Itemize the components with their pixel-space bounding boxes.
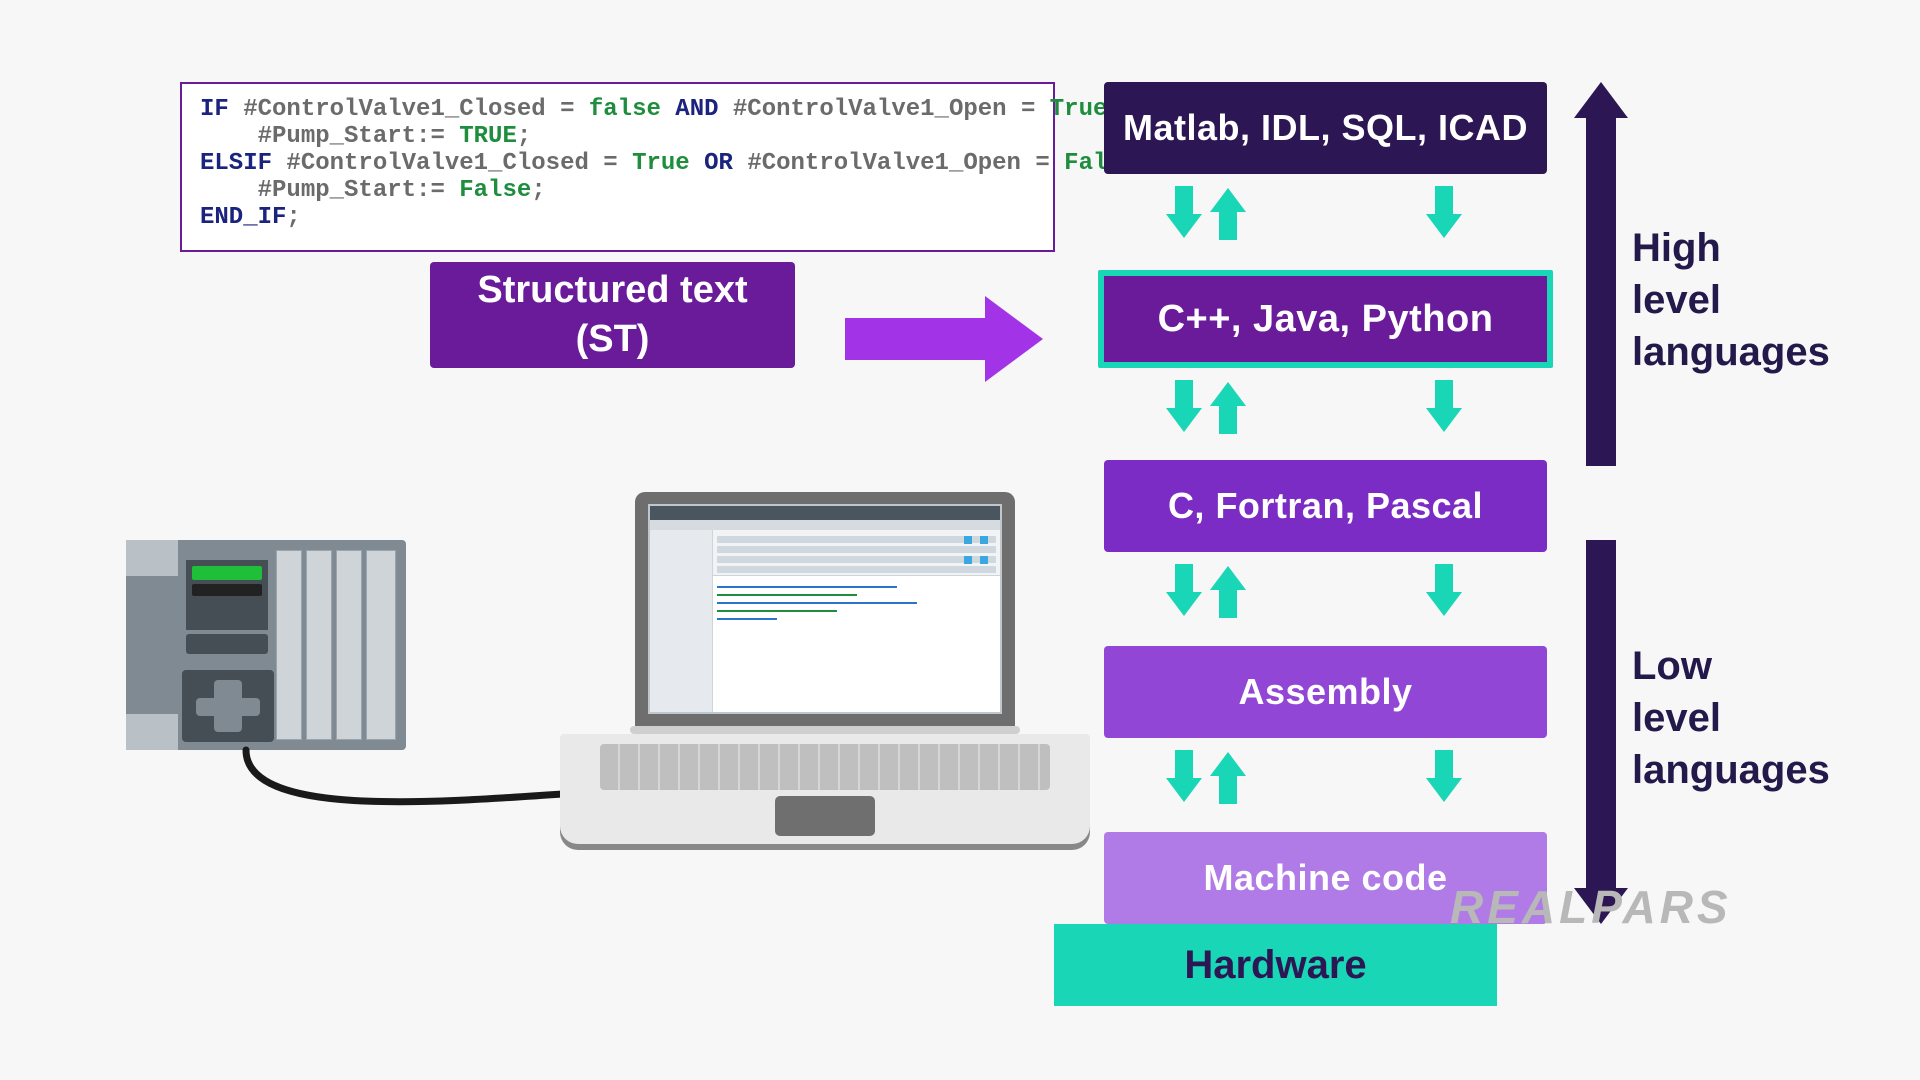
level-arrows-pair	[1166, 186, 1246, 240]
low-level-bracket	[1586, 512, 1616, 924]
plc-device-illustration	[126, 540, 406, 750]
low-level-label: Low level languages	[1632, 640, 1830, 796]
level-arrow-down	[1426, 750, 1462, 804]
high-level-bracket	[1586, 82, 1616, 494]
level-arrows-pair	[1166, 564, 1246, 618]
laptop-illustration	[560, 492, 1090, 852]
level-l2: C, Fortran, Pascal	[1104, 460, 1547, 552]
st-to-levels-arrow	[845, 296, 1043, 382]
st-line1: Structured text	[477, 266, 747, 315]
hardware-box: Hardware	[1054, 924, 1497, 1006]
st-line2: (ST)	[477, 315, 747, 364]
watermark-logo: REALPARS	[1450, 880, 1732, 934]
level-arrows-pair	[1166, 380, 1246, 434]
level-arrow-down	[1426, 186, 1462, 240]
level-arrows-pair	[1166, 750, 1246, 804]
level-l1: C++, Java, Python	[1098, 270, 1553, 368]
diagram-canvas: IF #ControlValve1_Closed = false AND #Co…	[0, 0, 1920, 1080]
level-l3: Assembly	[1104, 646, 1547, 738]
st-code-block: IF #ControlValve1_Closed = false AND #Co…	[180, 82, 1055, 252]
high-level-label: High level languages	[1632, 222, 1830, 378]
level-arrow-down	[1426, 564, 1462, 618]
level-arrow-down	[1426, 380, 1462, 434]
structured-text-label: Structured text (ST)	[430, 262, 795, 368]
level-l0: Matlab, IDL, SQL, ICAD	[1104, 82, 1547, 174]
hardware-label: Hardware	[1184, 943, 1366, 988]
